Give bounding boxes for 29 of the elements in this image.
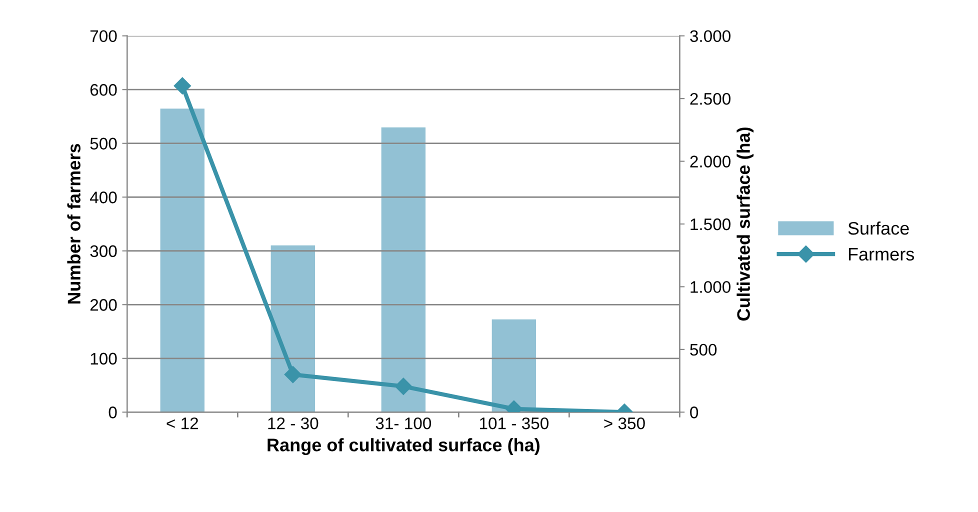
legend-label: Farmers — [848, 248, 914, 261]
x-tick-label: < 12 — [166, 417, 198, 430]
legend-label: Surface — [848, 221, 909, 235]
y2-tick-label: 1.000 — [690, 281, 730, 293]
y2-axis-title: Cultivated surface (ha) — [736, 128, 754, 321]
x-axis-title: Range of cultivated surface (ha) — [268, 438, 540, 456]
y2-tick-label: 2.500 — [690, 92, 730, 105]
y2-tick-label: 0 — [690, 406, 698, 418]
y-tick-label: 200 — [90, 299, 117, 311]
x-tick-label: 101 - 350 — [480, 417, 549, 430]
y-tick-label: 700 — [90, 30, 117, 42]
y2-tick-label: 1.500 — [690, 218, 730, 230]
x-tick-label: 12 - 30 — [268, 417, 318, 430]
bar — [492, 319, 536, 412]
y-tick-label: 600 — [90, 84, 117, 96]
y-tick-label: 500 — [90, 138, 117, 150]
bar — [160, 108, 204, 412]
y2-tick-label: 500 — [690, 344, 717, 356]
y2-tick-label: 3.000 — [690, 30, 730, 42]
bar — [381, 127, 426, 412]
bar — [270, 245, 316, 412]
x-tick-label: > 350 — [604, 417, 645, 430]
y-tick-label: 400 — [90, 192, 117, 204]
y-tick-label: 0 — [108, 406, 117, 418]
y2-tick-label: 2.000 — [690, 156, 730, 168]
y-axis-title: Number of farmers — [67, 144, 80, 304]
y-tick-label: 300 — [90, 245, 117, 258]
x-tick-label: 31- 100 — [376, 417, 432, 430]
y-tick-label: 100 — [90, 352, 117, 365]
